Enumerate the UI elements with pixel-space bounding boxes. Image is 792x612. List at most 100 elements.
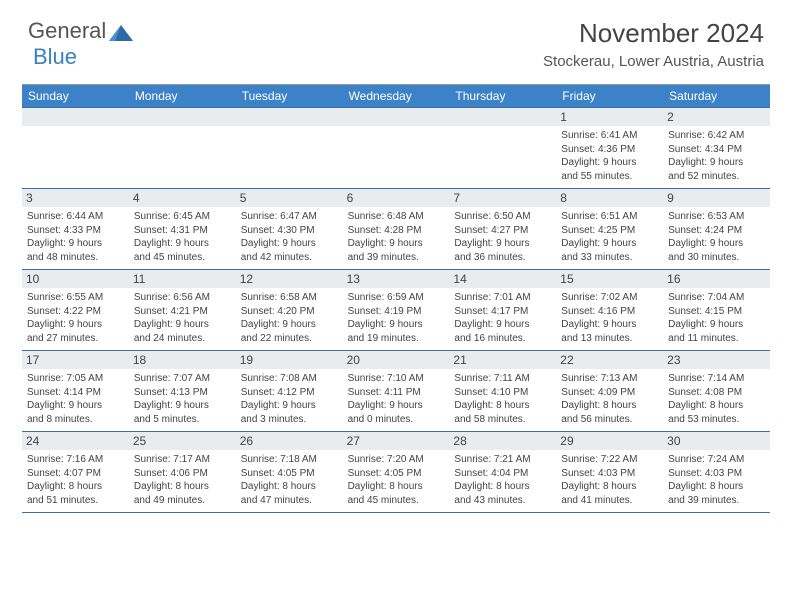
day-info: Sunrise: 6:48 AMSunset: 4:28 PMDaylight:… — [348, 210, 445, 264]
day-info: Sunrise: 7:22 AMSunset: 4:03 PMDaylight:… — [561, 453, 658, 507]
daylight-2: and 11 minutes. — [668, 332, 765, 346]
daylight-1: Daylight: 8 hours — [454, 480, 551, 494]
day-number: 10 — [22, 270, 129, 288]
daylight-1: Daylight: 9 hours — [134, 318, 231, 332]
daylight-1: Daylight: 8 hours — [27, 480, 124, 494]
day-info: Sunrise: 6:58 AMSunset: 4:20 PMDaylight:… — [241, 291, 338, 345]
daylight-2: and 39 minutes. — [668, 494, 765, 508]
sunset: Sunset: 4:16 PM — [561, 305, 658, 319]
sunrise: Sunrise: 7:22 AM — [561, 453, 658, 467]
daylight-2: and 8 minutes. — [27, 413, 124, 427]
daylight-2: and 22 minutes. — [241, 332, 338, 346]
sunrise: Sunrise: 6:42 AM — [668, 129, 765, 143]
sunset: Sunset: 4:08 PM — [668, 386, 765, 400]
sunset: Sunset: 4:19 PM — [348, 305, 445, 319]
logo-text-2: Blue — [33, 44, 77, 70]
day-cell: 25Sunrise: 7:17 AMSunset: 4:06 PMDayligh… — [129, 432, 236, 512]
day-cell — [343, 108, 450, 188]
daylight-1: Daylight: 8 hours — [241, 480, 338, 494]
sunset: Sunset: 4:15 PM — [668, 305, 765, 319]
daylight-1: Daylight: 8 hours — [668, 480, 765, 494]
day-number: 5 — [236, 189, 343, 207]
sunset: Sunset: 4:12 PM — [241, 386, 338, 400]
day-cell: 24Sunrise: 7:16 AMSunset: 4:07 PMDayligh… — [22, 432, 129, 512]
day-cell: 19Sunrise: 7:08 AMSunset: 4:12 PMDayligh… — [236, 351, 343, 431]
month-title: November 2024 — [543, 18, 764, 49]
daylight-2: and 36 minutes. — [454, 251, 551, 265]
day-info: Sunrise: 7:21 AMSunset: 4:04 PMDaylight:… — [454, 453, 551, 507]
daylight-1: Daylight: 9 hours — [241, 399, 338, 413]
daylight-2: and 55 minutes. — [561, 170, 658, 184]
day-info: Sunrise: 7:07 AMSunset: 4:13 PMDaylight:… — [134, 372, 231, 426]
daylight-2: and 24 minutes. — [134, 332, 231, 346]
day-number: 8 — [556, 189, 663, 207]
day-cell: 12 Sunrise: 6:58 AMSunset: 4:20 PMDayligh… — [236, 270, 343, 350]
sunrise: Sunrise: 6:48 AM — [348, 210, 445, 224]
sunset: Sunset: 4:30 PM — [241, 224, 338, 238]
day-cell: 27Sunrise: 7:20 AMSunset: 4:05 PMDayligh… — [343, 432, 450, 512]
day-info: Sunrise: 6:56 AMSunset: 4:21 PMDaylight:… — [134, 291, 231, 345]
day-info: Sunrise: 6:50 AMSunset: 4:27 PMDaylight:… — [454, 210, 551, 264]
sunrise: Sunrise: 6:53 AM — [668, 210, 765, 224]
daylight-2: and 27 minutes. — [27, 332, 124, 346]
day-cell: 26Sunrise: 7:18 AMSunset: 4:05 PMDayligh… — [236, 432, 343, 512]
week-row: 24Sunrise: 7:16 AMSunset: 4:07 PMDayligh… — [22, 432, 770, 513]
day-info: Sunrise: 6:44 AMSunset: 4:33 PMDaylight:… — [27, 210, 124, 264]
daylight-1: Daylight: 9 hours — [561, 237, 658, 251]
week-row: 3 Sunrise: 6:44 AMSunset: 4:33 PMDaylight… — [22, 189, 770, 270]
day-cell: 4Sunrise: 6:45 AMSunset: 4:31 PMDaylight… — [129, 189, 236, 269]
header: General November 2024 Stockerau, Lower A… — [0, 0, 792, 78]
daylight-2: and 53 minutes. — [668, 413, 765, 427]
day-number: 18 — [129, 351, 236, 369]
day-number: 3 — [22, 189, 129, 207]
sunrise: Sunrise: 7:13 AM — [561, 372, 658, 386]
sunset: Sunset: 4:24 PM — [668, 224, 765, 238]
day-number: 19 — [236, 351, 343, 369]
day-info: Sunrise: 7:24 AMSunset: 4:03 PMDaylight:… — [668, 453, 765, 507]
day-cell — [129, 108, 236, 188]
title-block: November 2024 Stockerau, Lower Austria, … — [543, 18, 764, 70]
daylight-2: and 33 minutes. — [561, 251, 658, 265]
day-number — [449, 108, 556, 126]
sunset: Sunset: 4:20 PM — [241, 305, 338, 319]
day-cell: 20Sunrise: 7:10 AMSunset: 4:11 PMDayligh… — [343, 351, 450, 431]
day-cell: 3 Sunrise: 6:44 AMSunset: 4:33 PMDaylight… — [22, 189, 129, 269]
sunset: Sunset: 4:21 PM — [134, 305, 231, 319]
sunrise: Sunrise: 6:50 AM — [454, 210, 551, 224]
day-header: Friday — [556, 85, 663, 107]
daylight-1: Daylight: 9 hours — [348, 399, 445, 413]
day-number: 14 — [449, 270, 556, 288]
daylight-1: Daylight: 9 hours — [668, 156, 765, 170]
daylight-2: and 56 minutes. — [561, 413, 658, 427]
day-cell: 2Sunrise: 6:42 AMSunset: 4:34 PMDaylight… — [663, 108, 770, 188]
day-cell: 22Sunrise: 7:13 AMSunset: 4:09 PMDayligh… — [556, 351, 663, 431]
day-number: 12 — [236, 270, 343, 288]
daylight-2: and 48 minutes. — [27, 251, 124, 265]
day-number — [129, 108, 236, 126]
sunset: Sunset: 4:22 PM — [27, 305, 124, 319]
day-cell: 8Sunrise: 6:51 AMSunset: 4:25 PMDaylight… — [556, 189, 663, 269]
sunrise: Sunrise: 7:04 AM — [668, 291, 765, 305]
day-info: Sunrise: 7:05 AMSunset: 4:14 PMDaylight:… — [27, 372, 124, 426]
day-info: Sunrise: 6:55 AMSunset: 4:22 PMDaylight:… — [27, 291, 124, 345]
daylight-2: and 30 minutes. — [668, 251, 765, 265]
day-info: Sunrise: 7:01 AMSunset: 4:17 PMDaylight:… — [454, 291, 551, 345]
day-number: 17 — [22, 351, 129, 369]
day-number: 29 — [556, 432, 663, 450]
daylight-2: and 41 minutes. — [561, 494, 658, 508]
day-cell — [236, 108, 343, 188]
day-info: Sunrise: 7:04 AMSunset: 4:15 PMDaylight:… — [668, 291, 765, 345]
day-header: Wednesday — [343, 85, 450, 107]
sunrise: Sunrise: 6:51 AM — [561, 210, 658, 224]
daylight-1: Daylight: 8 hours — [561, 399, 658, 413]
day-cell: 29 Sunrise: 7:22 AMSunset: 4:03 PMDayligh… — [556, 432, 663, 512]
sunset: Sunset: 4:34 PM — [668, 143, 765, 157]
daylight-2: and 51 minutes. — [27, 494, 124, 508]
day-cell: 7Sunrise: 6:50 AMSunset: 4:27 PMDaylight… — [449, 189, 556, 269]
sunset: Sunset: 4:36 PM — [561, 143, 658, 157]
day-header-row: Sunday Monday Tuesday Wednesday Thursday… — [22, 85, 770, 107]
day-number: 21 — [449, 351, 556, 369]
daylight-1: Daylight: 9 hours — [454, 318, 551, 332]
sunset: Sunset: 4:06 PM — [134, 467, 231, 481]
day-number: 20 — [343, 351, 450, 369]
